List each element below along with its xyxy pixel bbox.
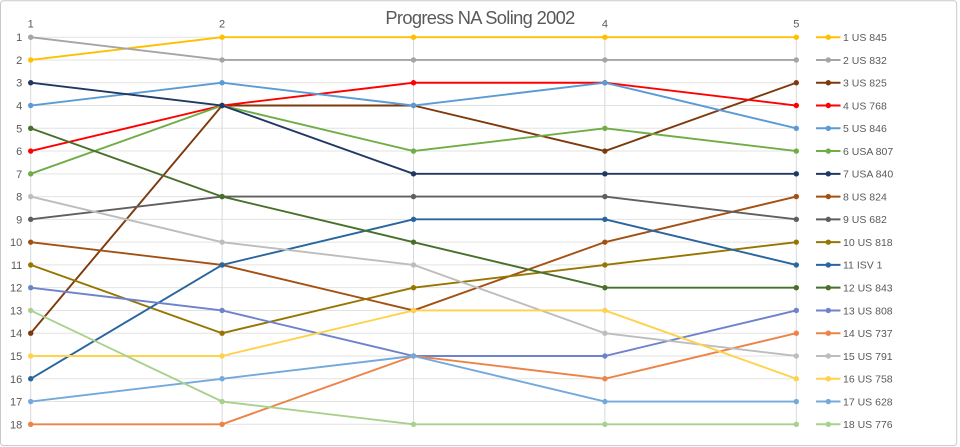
svg-text:4: 4 (16, 101, 22, 113)
svg-text:14: 14 (10, 328, 22, 340)
svg-text:9: 9 (16, 214, 22, 226)
svg-text:8 US 824: 8 US 824 (843, 191, 887, 203)
svg-text:1: 1 (16, 32, 22, 44)
svg-text:5 US 846: 5 US 846 (843, 123, 887, 135)
svg-text:2: 2 (219, 19, 225, 31)
svg-text:15 US 791: 15 US 791 (843, 351, 893, 363)
svg-text:11 ISV 1: 11 ISV 1 (843, 260, 883, 272)
svg-text:2 US 832: 2 US 832 (843, 55, 887, 67)
svg-text:16 US 758: 16 US 758 (843, 374, 893, 386)
svg-text:10: 10 (10, 237, 22, 249)
svg-text:12: 12 (10, 283, 22, 295)
svg-text:1: 1 (28, 19, 34, 31)
svg-text:13 US 808: 13 US 808 (843, 305, 893, 317)
svg-text:2: 2 (16, 55, 22, 67)
svg-text:8: 8 (16, 192, 22, 204)
svg-text:3: 3 (16, 78, 22, 90)
svg-text:17 US 628: 17 US 628 (843, 396, 893, 408)
svg-text:18 US 776: 18 US 776 (843, 419, 893, 431)
svg-text:1 US 845: 1 US 845 (843, 32, 887, 44)
svg-text:3 US 825: 3 US 825 (843, 78, 887, 90)
svg-text:18: 18 (10, 419, 22, 431)
svg-text:Progress NA Soling 2002: Progress NA Soling 2002 (385, 7, 575, 28)
svg-text:6 USA 807: 6 USA 807 (843, 146, 893, 158)
svg-text:14 US 737: 14 US 737 (843, 328, 893, 340)
svg-text:10 US 818: 10 US 818 (843, 237, 893, 249)
svg-text:17: 17 (10, 397, 22, 409)
svg-text:5: 5 (16, 123, 22, 135)
svg-text:7 USA 840: 7 USA 840 (843, 169, 893, 181)
svg-text:5: 5 (793, 19, 799, 31)
svg-text:11: 11 (11, 260, 22, 272)
svg-text:12 US 843: 12 US 843 (843, 282, 893, 294)
svg-text:13: 13 (10, 305, 22, 317)
svg-text:4: 4 (602, 19, 608, 31)
svg-text:4 US 768: 4 US 768 (843, 100, 887, 112)
svg-text:6: 6 (16, 146, 22, 158)
svg-text:9 US 682: 9 US 682 (843, 214, 887, 226)
svg-text:7: 7 (16, 169, 22, 181)
svg-text:16: 16 (10, 374, 22, 386)
svg-text:15: 15 (10, 351, 22, 363)
